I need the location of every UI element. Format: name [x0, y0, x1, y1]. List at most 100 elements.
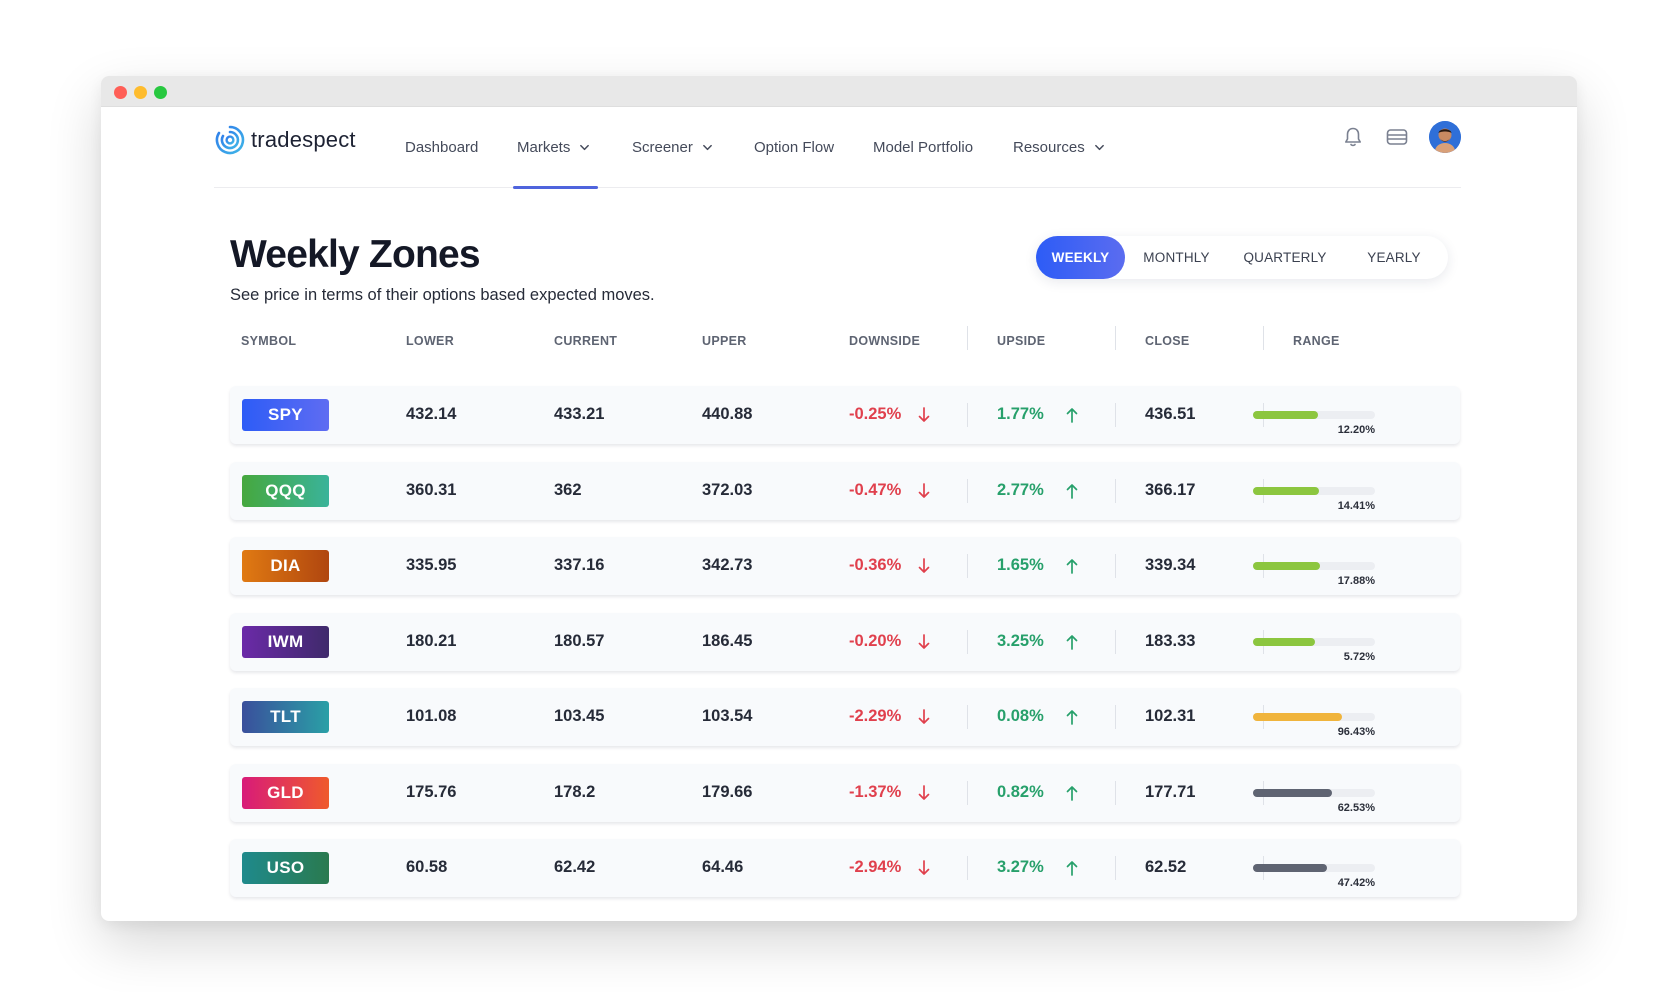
down-arrow-icon — [918, 482, 930, 498]
range-bar-fill — [1253, 637, 1316, 646]
range-value: 5.72% — [1343, 650, 1375, 663]
symbol-label: DIA — [270, 556, 301, 575]
table-row[interactable]: IWM 180.21 180.57 186.45 -0.20% 3.25% 183.33 5.… — [230, 612, 1460, 671]
brand-logo[interactable]: tradespect — [214, 124, 356, 156]
header-upside: UPSIDE — [997, 334, 1046, 348]
page-subtitle: See price in terms of their options base… — [230, 286, 655, 304]
header-divider — [1263, 326, 1264, 350]
symbol-badge[interactable]: QQQ — [242, 474, 329, 507]
range-bar — [1253, 713, 1375, 721]
nav-model-portfolio-label: Model Portfolio — [873, 139, 974, 156]
period-weekly-label: WEEKLY — [1051, 250, 1110, 265]
down-arrow-icon — [918, 860, 930, 875]
window-titlebar — [101, 76, 1577, 107]
symbol-badge[interactable]: DIA — [242, 550, 329, 582]
table-row[interactable]: SPY 432.14 433.21 440.88 -0.25% 1.77% 436.51 12… — [230, 386, 1460, 444]
user-avatar[interactable] — [1429, 121, 1461, 153]
table-header: SYMBOL LOWER CURRENT UPPER DOWNSIDE UPSI… — [230, 326, 1460, 354]
nav-resources-label: Resources — [1013, 139, 1085, 156]
close-value: 366.17 — [1145, 480, 1196, 499]
current-value: 180.57 — [554, 631, 605, 650]
table-row[interactable]: USO 60.58 62.42 64.46 -2.94% 3.27% 62.52 47.42% — [230, 839, 1460, 897]
nav-option-flow[interactable]: Option Flow — [754, 107, 834, 188]
period-weekly-button[interactable]: WEEKLY — [1036, 236, 1125, 279]
downside-value: -0.47% — [849, 480, 902, 499]
avatar-image — [1429, 121, 1461, 153]
symbol-label: TLT — [270, 707, 301, 726]
nav-model-portfolio[interactable]: Model Portfolio — [873, 107, 973, 188]
nav-screener[interactable]: Screener — [632, 107, 713, 188]
chevron-down-icon — [580, 144, 590, 151]
up-arrow-icon — [1066, 785, 1078, 801]
nav-resources[interactable]: Resources — [1013, 107, 1105, 188]
notifications-button[interactable] — [1341, 125, 1365, 149]
range-value: 47.42% — [1337, 877, 1375, 889]
range-value: 62.53% — [1337, 801, 1375, 814]
period-quarterly-button[interactable]: QUARTERLY — [1228, 236, 1342, 279]
range-bar — [1253, 562, 1375, 570]
symbol-badge[interactable]: SPY — [242, 399, 329, 431]
symbol-badge[interactable]: USO — [242, 852, 329, 884]
symbol-label: IWM — [267, 631, 304, 651]
header-upper: UPPER — [702, 334, 747, 348]
chevron-down-icon — [702, 144, 712, 151]
range-bar-fill — [1253, 864, 1328, 872]
wallet-icon — [1386, 129, 1408, 145]
nav-option-flow-label: Option Flow — [754, 139, 835, 156]
nav-screener-label: Screener — [632, 139, 693, 156]
close-window-button[interactable] — [114, 86, 127, 99]
period-monthly-label: MONTHLY — [1143, 250, 1210, 265]
lower-value: 432.14 — [406, 405, 457, 423]
column-divider — [1115, 478, 1116, 503]
up-arrow-icon — [1066, 483, 1078, 499]
range-bar-fill — [1253, 486, 1319, 495]
header-symbol: SYMBOL — [241, 334, 297, 348]
range-bar-fill — [1253, 411, 1318, 419]
header-divider — [967, 326, 968, 350]
symbol-badge[interactable]: TLT — [242, 701, 329, 733]
close-value: 183.33 — [1145, 631, 1196, 650]
table-row[interactable]: TLT 101.08 103.45 103.54 -2.29% 0.08% 102.31 96… — [230, 688, 1460, 746]
table-row[interactable]: GLD 175.76 178.2 179.66 -1.37% 0.82% 177.71 62.… — [230, 763, 1460, 822]
column-divider — [1115, 705, 1116, 729]
downside-value: -0.36% — [849, 556, 902, 574]
column-divider — [967, 856, 968, 880]
range-bar-fill — [1253, 562, 1321, 570]
lower-value: 60.58 — [406, 858, 448, 876]
downside-value: -0.20% — [849, 631, 902, 650]
range-value: 17.88% — [1337, 575, 1375, 587]
column-divider — [967, 705, 968, 729]
lower-value: 101.08 — [406, 707, 457, 725]
period-yearly-button[interactable]: YEARLY — [1342, 236, 1446, 279]
period-quarterly-label: QUARTERLY — [1243, 250, 1327, 265]
range-bar — [1253, 637, 1375, 646]
period-monthly-button[interactable]: MONTHLY — [1125, 236, 1228, 279]
nav-dashboard-label: Dashboard — [405, 139, 479, 156]
upper-value: 372.03 — [702, 480, 753, 499]
maximize-window-button[interactable] — [154, 86, 167, 99]
period-yearly-label: YEARLY — [1367, 250, 1421, 265]
up-arrow-icon — [1066, 634, 1078, 650]
nav-markets[interactable]: Markets — [512, 107, 599, 189]
downside-value: -0.25% — [849, 405, 902, 423]
symbol-badge[interactable]: IWM — [242, 625, 329, 658]
nav-dashboard[interactable]: Dashboard — [405, 107, 478, 188]
minimize-window-button[interactable] — [134, 86, 147, 99]
period-selector: WEEKLY MONTHLY QUARTERLY YEARLY — [1036, 236, 1448, 279]
table-row[interactable]: DIA 335.95 337.16 342.73 -0.36% 1.65% 339.34 17… — [230, 537, 1460, 595]
wallet-button[interactable] — [1385, 125, 1409, 149]
browser-window: tradespect Dashboard Markets Screener Op… — [101, 76, 1577, 921]
chevron-down-icon — [1094, 144, 1104, 151]
top-navigation: tradespect Dashboard Markets Screener Op… — [214, 107, 1461, 189]
lower-value: 335.95 — [406, 556, 457, 574]
current-value: 103.45 — [554, 707, 605, 725]
current-value: 337.16 — [554, 556, 605, 574]
symbol-badge[interactable]: GLD — [242, 776, 329, 809]
column-divider — [967, 403, 968, 427]
nav-actions — [1341, 121, 1461, 153]
up-arrow-icon — [1066, 861, 1078, 876]
upside-value: 1.65% — [997, 556, 1044, 574]
table-row[interactable]: QQQ 360.31 362 372.03 -0.47% 2.77% 366.17 14.41… — [230, 461, 1460, 520]
range-value: 12.20% — [1337, 424, 1375, 436]
page-title: Weekly Zones — [230, 233, 481, 276]
